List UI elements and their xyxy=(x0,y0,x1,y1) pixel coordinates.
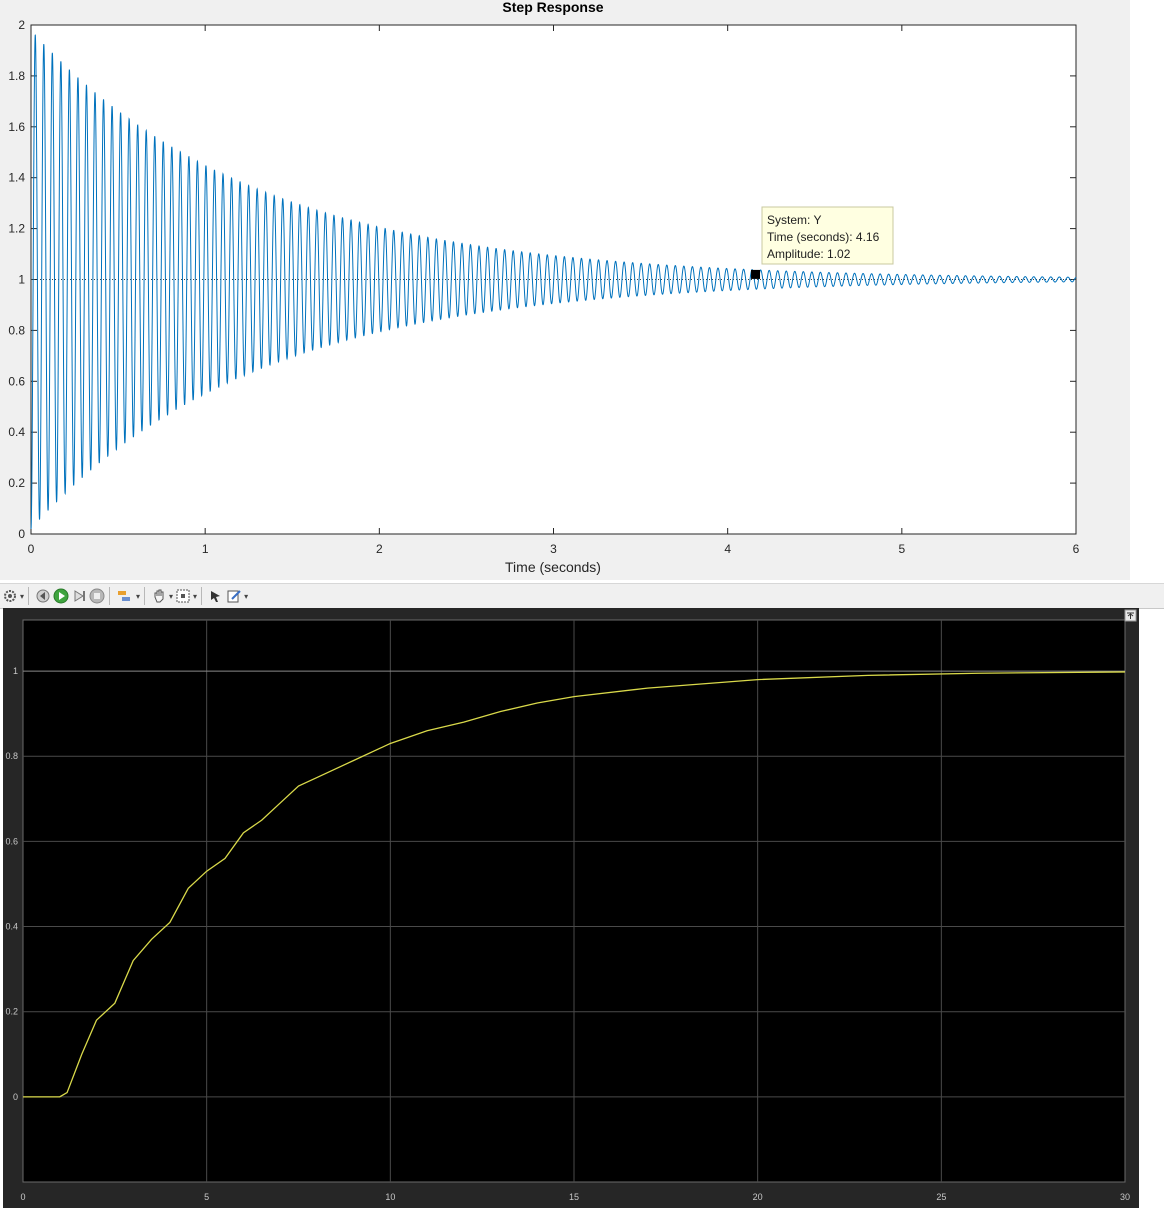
dropdown-arrow-icon: ▾ xyxy=(169,591,174,601)
dropdown-arrow-icon: ▾ xyxy=(136,591,141,601)
x-tick-label: 0 xyxy=(28,542,35,556)
x-tick-label: 4 xyxy=(724,542,731,556)
stop-button[interactable] xyxy=(89,586,105,606)
dropdown-arrow-icon: ▾ xyxy=(244,591,249,601)
toolbar-separator xyxy=(28,587,30,605)
step-forward-icon xyxy=(74,590,86,602)
dropdown-arrow-icon: ▾ xyxy=(20,591,25,601)
y-tick-label: 1.6 xyxy=(8,120,25,134)
restore-icon xyxy=(1127,612,1134,619)
x-tick-label: 5 xyxy=(898,542,905,556)
response-curve xyxy=(30,34,1077,529)
zoom-fit-button[interactable]: ▾ xyxy=(175,586,197,606)
y-tick-label: 1.4 xyxy=(8,171,25,185)
x-axis-label: Time (seconds) xyxy=(505,559,601,575)
x-tick-label: 2 xyxy=(376,542,383,556)
x-tick-label: 6 xyxy=(1073,542,1080,556)
scope-restore-button[interactable] xyxy=(1124,609,1137,622)
toolbar-separator xyxy=(201,587,203,605)
highlight-icon xyxy=(118,591,131,601)
scope-y-tick-label: 0.4 xyxy=(5,922,18,932)
scope-x-tick-label: 30 xyxy=(1120,1192,1130,1202)
pan-button[interactable]: ▾ xyxy=(151,586,173,606)
y-tick-label: 0.6 xyxy=(8,374,25,388)
y-tick-label: 1.8 xyxy=(8,69,25,83)
y-tick-label: 2 xyxy=(18,18,25,32)
dropdown-arrow-icon: ▾ xyxy=(193,591,198,601)
run-icon xyxy=(53,588,69,604)
datatip-system: System: Y xyxy=(767,213,821,227)
scope-axis-ticks: 0 5 10 15 20 25 30 0 0.2 0.4 0.6 0.8 1 xyxy=(5,666,1130,1202)
axis-ticks: 0 1 2 3 4 5 6 0 0.2 0.4 0.6 0.8 1 1.2 1.4 1.6 1.8 2 xyxy=(8,18,1079,556)
highlight-button[interactable]: ▾ xyxy=(116,586,140,606)
edit-button[interactable]: ▾ xyxy=(226,586,248,606)
step-forward-button[interactable] xyxy=(71,586,87,606)
scope-panel: 0 5 10 15 20 25 30 0 0.2 0.4 0.6 0.8 1 xyxy=(3,608,1139,1208)
y-tick-label: 1 xyxy=(18,273,25,287)
x-tick-label: 3 xyxy=(550,542,557,556)
toolbar-separator xyxy=(109,587,111,605)
scope-x-tick-label: 20 xyxy=(753,1192,763,1202)
step-response-plot[interactable]: 0 1 2 3 4 5 6 0 0.2 0.4 0.6 0.8 1 1.2 1.4 1.6 1.8 2 Step … xyxy=(0,0,1130,580)
scope-x-tick-label: 5 xyxy=(204,1192,209,1202)
y-tick-label: 0 xyxy=(18,527,25,541)
scope-response-curve xyxy=(23,671,1126,1098)
scope-y-tick-label: 0.6 xyxy=(5,836,18,846)
scope-y-tick-label: 0.8 xyxy=(5,751,18,761)
scope-y-tick-label: 0 xyxy=(13,1092,18,1102)
step-back-icon xyxy=(36,589,50,603)
scope-x-tick-label: 15 xyxy=(569,1192,579,1202)
step-response-figure: 0 1 2 3 4 5 6 0 0.2 0.4 0.6 0.8 1 1.2 1.4 1.6 1.8 2 Step … xyxy=(0,0,1130,580)
scope-toolbar: ▾ ▾ ▾ ▾ ▾ xyxy=(0,583,1164,609)
y-tick-label: 0.4 xyxy=(8,425,25,439)
datatip-time: Time (seconds): 4.16 xyxy=(767,230,880,244)
scope-y-tick-label: 0.2 xyxy=(5,1007,18,1017)
datatip[interactable]: System: Y Time (seconds): 4.16 Amplitude… xyxy=(751,206,894,279)
settings-button[interactable]: ▾ xyxy=(2,586,24,606)
zoom-fit-icon xyxy=(176,589,190,603)
cursor-button[interactable] xyxy=(208,586,224,606)
step-back-button[interactable] xyxy=(35,586,51,606)
y-tick-label: 1.2 xyxy=(8,222,25,236)
scope-y-tick-label: 1 xyxy=(13,666,18,676)
x-tick-label: 1 xyxy=(202,542,209,556)
edit-icon xyxy=(227,590,241,603)
scope-x-tick-label: 25 xyxy=(936,1192,946,1202)
scope-grid xyxy=(23,620,1125,1182)
datatip-marker xyxy=(751,269,761,279)
scope-x-tick-label: 10 xyxy=(385,1192,395,1202)
y-tick-label: 0.8 xyxy=(8,323,25,337)
datatip-box xyxy=(761,206,894,265)
toolbar-separator xyxy=(144,587,146,605)
scope-x-tick-label: 0 xyxy=(20,1192,25,1202)
y-tick-label: 0.2 xyxy=(8,476,25,490)
pan-icon xyxy=(154,589,164,603)
stop-icon xyxy=(89,588,105,604)
scope-plot[interactable]: 0 5 10 15 20 25 30 0 0.2 0.4 0.6 0.8 1 xyxy=(3,608,1139,1208)
cursor-icon xyxy=(211,591,221,602)
datatip-amplitude: Amplitude: 1.02 xyxy=(767,247,851,261)
chart-title: Step Response xyxy=(502,0,603,15)
gear-icon xyxy=(4,590,16,602)
run-button[interactable] xyxy=(53,586,69,606)
